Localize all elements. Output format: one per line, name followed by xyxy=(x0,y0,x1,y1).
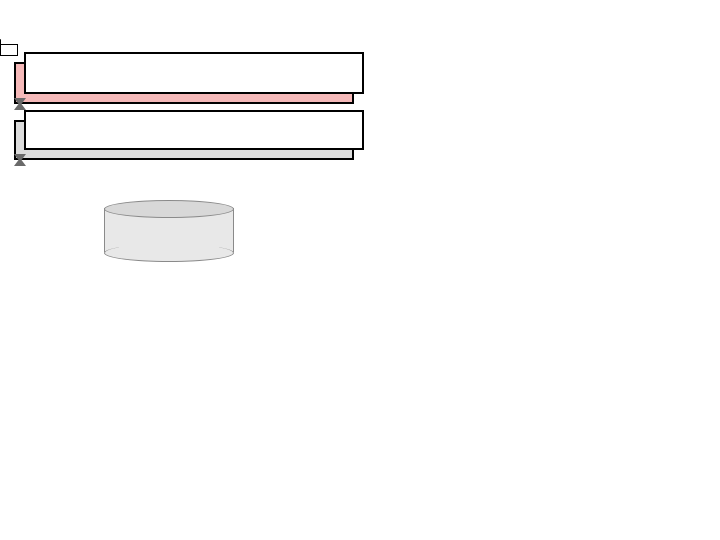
diagram-area xyxy=(0,44,720,404)
disk xyxy=(104,200,234,260)
l3-box xyxy=(24,52,364,94)
subtitle xyxy=(0,26,720,44)
memory xyxy=(14,120,354,160)
multicore-diagram xyxy=(14,44,369,260)
callout-disk xyxy=(0,44,18,56)
slide-title xyxy=(0,0,720,26)
mem-box xyxy=(24,110,364,150)
l3-cache xyxy=(14,62,354,104)
